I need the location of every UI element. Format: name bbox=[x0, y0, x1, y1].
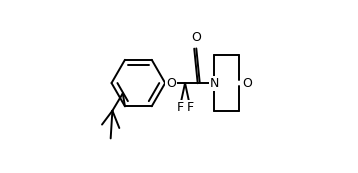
Text: O: O bbox=[242, 76, 252, 90]
Text: N: N bbox=[210, 76, 219, 90]
Text: F: F bbox=[176, 101, 183, 114]
Text: F: F bbox=[187, 101, 194, 114]
Text: O: O bbox=[192, 31, 201, 44]
Text: O: O bbox=[166, 76, 176, 90]
